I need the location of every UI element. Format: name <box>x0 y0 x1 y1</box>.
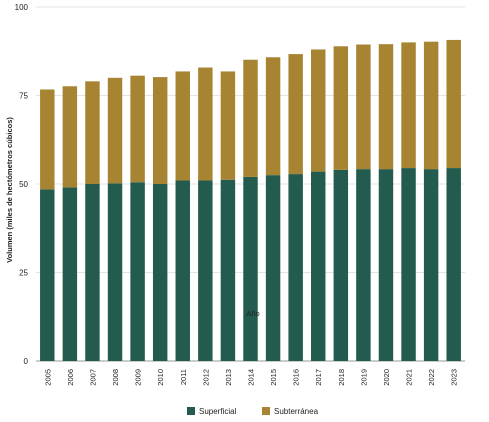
legend-swatch-superficial <box>187 407 195 415</box>
x-tick-label: 2009 <box>134 369 143 386</box>
x-tick-label: 2015 <box>269 369 278 386</box>
bar-subterranea-2015 <box>265 57 281 176</box>
x-tick-label: 2020 <box>382 369 391 386</box>
bar-superficial-2009 <box>130 182 145 361</box>
x-axis-title: Año <box>246 309 259 318</box>
y-axis-title: Volumen (miles de hectómetros cúbicos) <box>5 117 14 263</box>
x-tick-label: 2023 <box>450 369 459 386</box>
bar-subterranea-2012 <box>198 67 213 181</box>
x-tick-label: 2011 <box>179 369 188 385</box>
bar-superficial-2015 <box>265 175 281 361</box>
bar-superficial-2013 <box>220 179 236 361</box>
bar-superficial-2017 <box>311 171 326 361</box>
bar-superficial-2006 <box>62 187 78 361</box>
bar-subterranea-2021 <box>401 42 416 169</box>
bar-subterranea-2022 <box>423 41 439 170</box>
bar-superficial-2012 <box>198 180 213 361</box>
bar-subterranea-2014 <box>243 59 258 177</box>
bar-superficial-2011 <box>175 180 190 361</box>
x-tick-label: 2005 <box>43 369 52 386</box>
bar-subterranea-2006 <box>62 86 78 188</box>
y-tick-label: 50 <box>19 180 28 189</box>
x-tick-label: 2008 <box>111 369 120 386</box>
bar-superficial-2008 <box>107 183 123 361</box>
y-tick-label: 25 <box>19 269 28 278</box>
x-tick-label: 2012 <box>201 369 210 386</box>
x-tick-label: 2013 <box>224 369 233 386</box>
bar-subterranea-2017 <box>311 49 326 172</box>
bar-subterranea-2011 <box>175 71 190 181</box>
x-tick-label: 2016 <box>292 369 301 386</box>
legend-label-superficial: Superficial <box>199 407 237 416</box>
bar-superficial-2023 <box>446 168 461 361</box>
y-tick-label: 100 <box>15 3 29 12</box>
bar-subterranea-2019 <box>356 44 371 170</box>
legend: Superficial Subterránea <box>187 407 319 416</box>
y-tick-label: 75 <box>19 92 28 101</box>
x-tick-label: 2019 <box>359 369 368 386</box>
x-tick-label: 2017 <box>314 369 323 386</box>
bar-superficial-2019 <box>356 169 371 361</box>
x-tick-label: 2022 <box>427 369 436 386</box>
bar-superficial-2018 <box>333 169 349 361</box>
legend-swatch-subterranea <box>262 407 270 415</box>
bar-superficial-2007 <box>85 184 100 361</box>
x-tick-label: 2010 <box>156 369 165 386</box>
bar-subterranea-2020 <box>378 44 394 170</box>
x-tick-label: 2018 <box>337 369 346 386</box>
x-tick-label: 2006 <box>66 369 75 386</box>
bar-superficial-2021 <box>401 168 416 361</box>
bar-subterranea-2005 <box>40 89 55 190</box>
bar-subterranea-2010 <box>152 77 168 184</box>
bar-subterranea-2016 <box>288 54 303 175</box>
x-tick-label: 2021 <box>405 369 414 386</box>
bar-subterranea-2018 <box>333 46 349 170</box>
bar-subterranea-2008 <box>107 77 123 184</box>
x-axis-ticks: 2005 2006 2007 2008 2009 2010 2011 2012 2013 2014… <box>43 369 458 386</box>
bar-superficial-2005 <box>40 189 55 361</box>
bar-superficial-2022 <box>423 169 439 361</box>
legend-label-subterranea: Subterránea <box>274 407 319 416</box>
x-tick-label: 2014 <box>247 369 256 386</box>
bar-subterranea-2007 <box>85 81 100 184</box>
bar-superficial-2016 <box>288 174 303 361</box>
y-tick-label: 0 <box>24 357 29 366</box>
bar-superficial-2020 <box>378 169 394 361</box>
bars <box>40 39 461 361</box>
y-axis-ticks: 0 25 50 75 100 <box>15 3 29 366</box>
bar-superficial-2010 <box>152 184 168 361</box>
bar-superficial-2014 <box>243 176 258 361</box>
x-tick-label: 2007 <box>88 369 97 386</box>
bar-subterranea-2023 <box>446 39 461 169</box>
bar-subterranea-2013 <box>220 71 236 180</box>
bar-subterranea-2009 <box>130 75 145 183</box>
